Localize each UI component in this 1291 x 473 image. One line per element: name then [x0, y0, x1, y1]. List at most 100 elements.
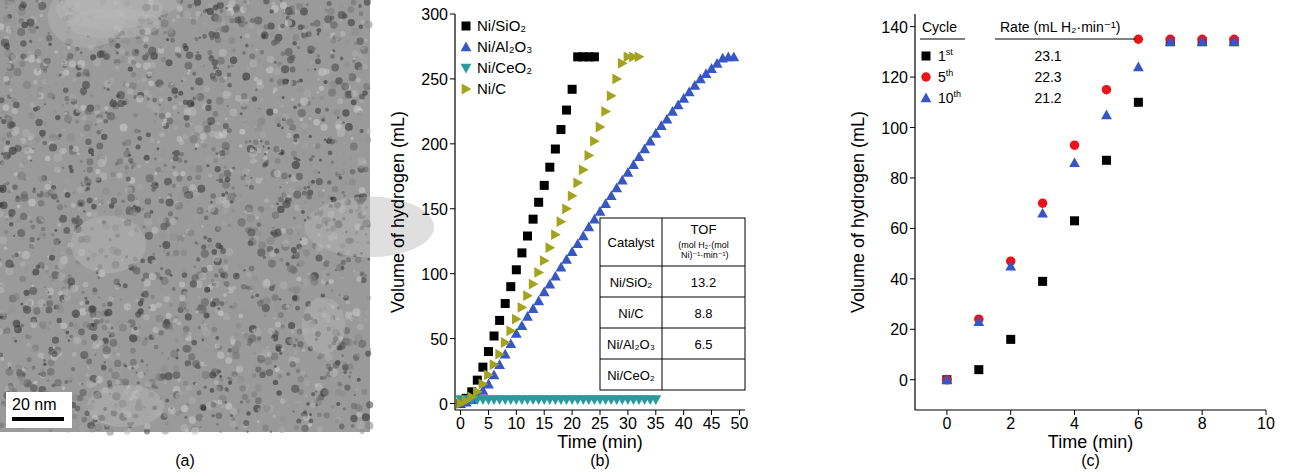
texture-dot [251, 44, 254, 47]
texture-dot [214, 349, 217, 352]
texture-dot [20, 40, 26, 46]
texture-dot [350, 157, 353, 160]
texture-dot [225, 177, 230, 182]
texture-dot [0, 29, 3, 32]
texture-dot [357, 421, 365, 429]
texture-dot [211, 414, 215, 418]
texture-dot [60, 251, 64, 255]
texture-dot [238, 218, 246, 226]
texture-dot [171, 317, 175, 321]
texture-dot [103, 87, 105, 89]
texture-dot [302, 190, 307, 195]
texture-dot [46, 289, 48, 291]
texture-dot [356, 277, 361, 282]
texture-dot [158, 47, 164, 53]
texture-dot [328, 151, 333, 156]
texture-dot [188, 353, 195, 360]
texture-dot [271, 2, 275, 6]
texture-dot [356, 38, 363, 45]
texture-dot [360, 100, 364, 104]
texture-dot [340, 19, 342, 21]
texture-dot [346, 300, 350, 304]
texture-dot [227, 128, 232, 133]
texture-dot [257, 421, 260, 424]
texture-dot [62, 167, 65, 170]
texture-dot [192, 360, 200, 368]
texture-dot [219, 178, 224, 183]
texture-dot [293, 216, 296, 219]
texture-dot [314, 68, 316, 70]
texture-dot [297, 233, 300, 236]
texture-dot [162, 427, 170, 435]
texture-dot [306, 143, 308, 145]
texture-dot [135, 311, 141, 317]
texture-dot [98, 340, 103, 345]
texture-dot [200, 133, 207, 140]
texture-dot [124, 364, 127, 367]
texture-dot [253, 139, 259, 145]
texture-dot [257, 222, 262, 227]
texture-dot [236, 404, 242, 410]
texture-dot [33, 188, 36, 191]
texture-dot [53, 137, 57, 141]
texture-dot [40, 78, 42, 80]
texture-dot [319, 86, 324, 91]
texture-dot [195, 54, 201, 60]
texture-dot [252, 275, 258, 281]
texture-dot [79, 382, 82, 385]
texture-dot [69, 288, 74, 293]
texture-dot [300, 238, 302, 240]
texture-dot [128, 158, 133, 163]
texture-dot [236, 366, 243, 373]
texture-dot [311, 180, 315, 184]
texture-dot [12, 184, 18, 190]
texture-dot [217, 67, 219, 69]
texture-dot [319, 6, 321, 8]
texture-dot [186, 52, 194, 60]
texture-dot [306, 3, 309, 6]
texture-dot [274, 365, 277, 368]
texture-dot [63, 88, 68, 93]
texture-dot [151, 259, 156, 264]
texture-dot [290, 66, 296, 72]
texture-dot [351, 424, 355, 428]
texture-dot [317, 28, 322, 33]
texture-dot [77, 395, 83, 401]
texture-dot [203, 386, 207, 390]
texture-dot [230, 109, 238, 117]
texture-dot [280, 398, 285, 403]
texture-dot [0, 201, 8, 209]
texture-dot [245, 33, 250, 38]
texture-dot [23, 81, 31, 89]
texture-dot [4, 247, 8, 251]
texture-dot [188, 397, 196, 405]
texture-dot [295, 306, 300, 311]
texture-dot [32, 269, 39, 276]
texture-dot [36, 58, 41, 63]
texture-dot [281, 151, 284, 154]
texture-dot [12, 255, 15, 258]
texture-dot [207, 50, 212, 55]
texture-dot [77, 60, 85, 68]
texture-dot [126, 176, 131, 181]
texture-dot [227, 105, 229, 107]
texture-dot [66, 427, 71, 432]
texture-dot [264, 24, 269, 29]
texture-dot [228, 193, 236, 201]
texture-dot [6, 182, 10, 186]
texture-dot [107, 69, 115, 77]
texture-dot [263, 62, 270, 69]
texture-dot [124, 171, 128, 175]
texture-dot [226, 7, 228, 9]
texture-dot [19, 276, 25, 282]
texture-dot [101, 134, 107, 140]
texture-dot [335, 269, 337, 271]
texture-dot [11, 108, 17, 114]
texture-dot [51, 233, 55, 237]
texture-dot [20, 213, 27, 220]
texture-dot [264, 198, 269, 203]
texture-dot [165, 399, 169, 403]
texture-dot [152, 98, 157, 103]
texture-dot [322, 119, 325, 122]
texture-dot [332, 186, 338, 192]
